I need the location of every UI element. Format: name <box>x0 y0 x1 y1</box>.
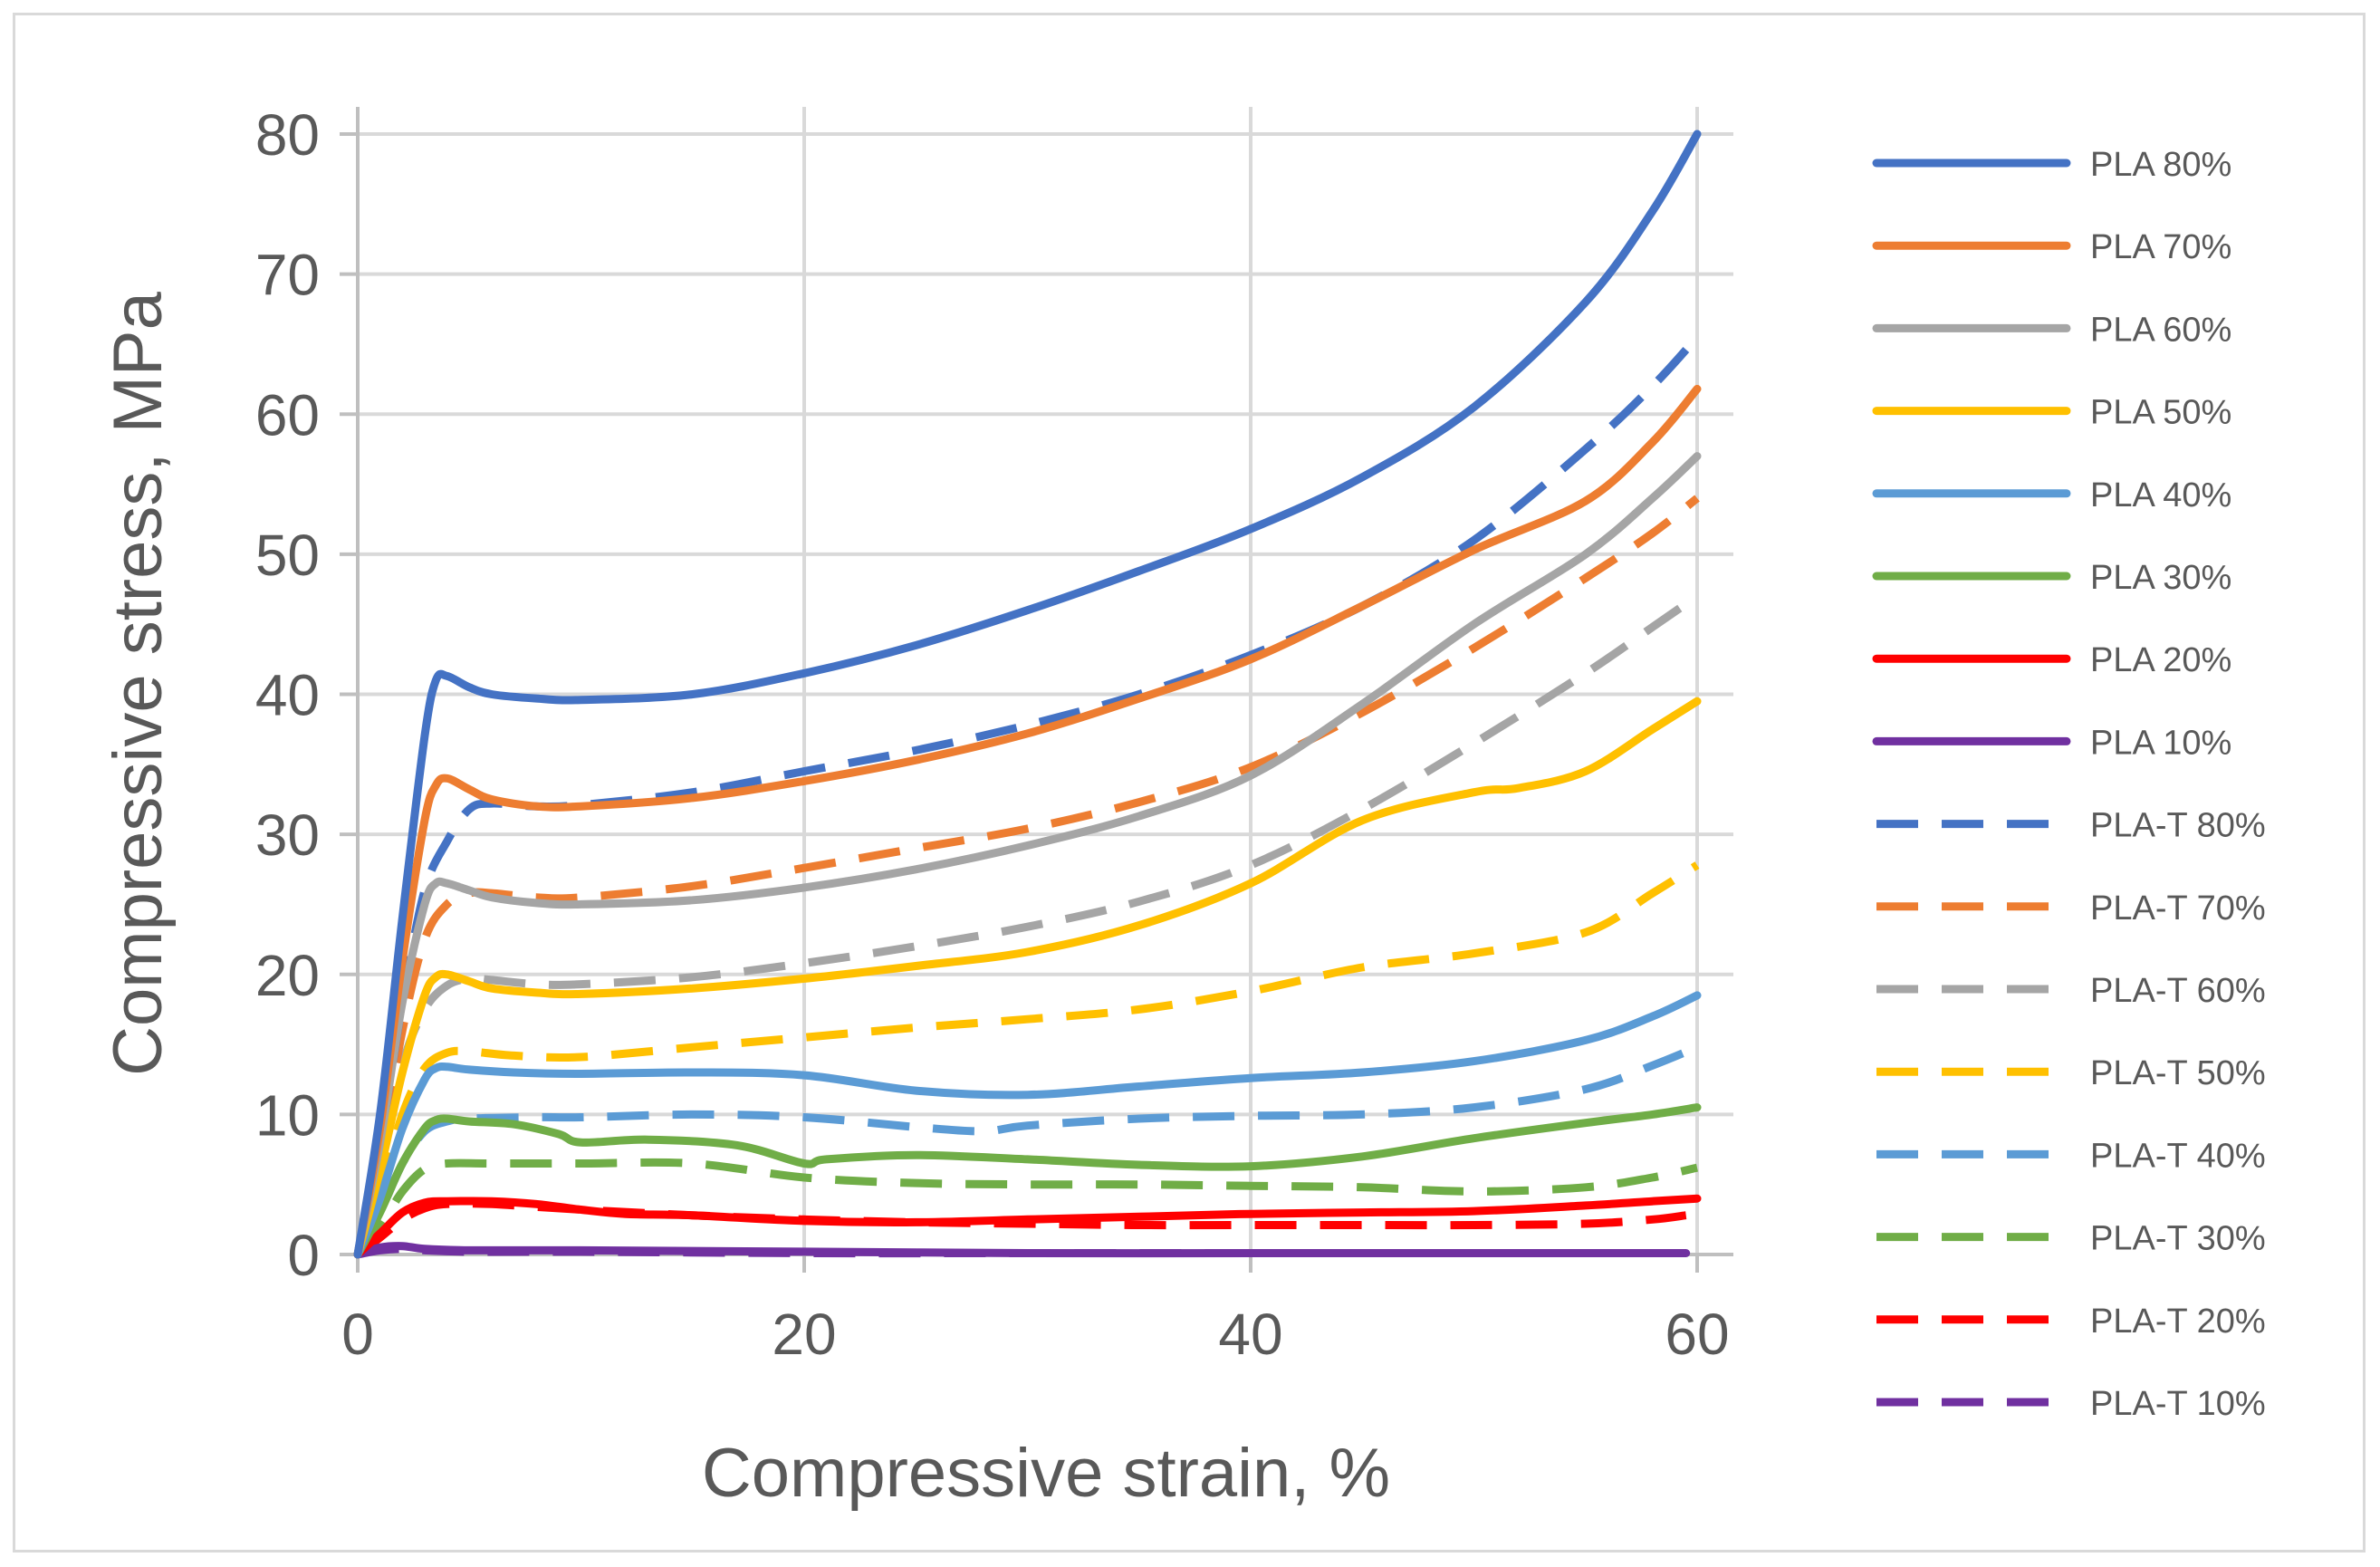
legend-label: PLA-T 30% <box>2090 1220 2266 1258</box>
series-line-pla-70 <box>353 384 1702 1259</box>
y-tick-label: 20 <box>255 943 320 1008</box>
series-line-pla-10 <box>353 1242 1691 1259</box>
x-tick-label: 40 <box>1218 1302 1282 1367</box>
series-line-pla-30 <box>353 1103 1702 1259</box>
tick-labels: 0 10 20 30 40 50 60 70 80 0 20 40 60 <box>255 102 1730 1367</box>
legend-item-pla-t-40: PLA-T 40% <box>1876 1137 2266 1175</box>
legend-label: PLA-T 10% <box>2090 1385 2266 1423</box>
legend-label: PLA-T 40% <box>2090 1137 2266 1175</box>
legend-label: PLA 40% <box>2090 476 2231 514</box>
y-tick-label: 30 <box>255 803 320 868</box>
legend-item-pla-30: PLA 30% <box>1872 559 2231 597</box>
legend-item-pla-t-20: PLA-T 20% <box>1876 1303 2266 1341</box>
x-tick-label: 60 <box>1665 1302 1729 1367</box>
legend-item-pla-t-30: PLA-T 30% <box>1876 1220 2266 1258</box>
gridlines <box>358 107 1733 1255</box>
series-group <box>353 130 1702 1259</box>
legend-label: PLA 60% <box>2090 311 2231 349</box>
x-tick-label: 20 <box>772 1302 836 1367</box>
legend-item-pla-t-60: PLA-T 60% <box>1876 972 2266 1010</box>
legend-label: PLA 80% <box>2090 146 2231 184</box>
series-line-pla-t-30 <box>354 1158 1698 1257</box>
legend-label: PLA-T 70% <box>2090 889 2266 928</box>
legend-item-pla-20: PLA 20% <box>1872 641 2231 679</box>
legend-item-pla-40: PLA 40% <box>1872 476 2231 514</box>
y-axis-title: Compressive stress, MPa <box>100 291 177 1075</box>
y-tick-label: 70 <box>255 243 320 308</box>
y-tick-label: 40 <box>255 663 320 728</box>
legend-label: PLA 10% <box>2090 724 2231 762</box>
legend-item-pla-10: PLA 10% <box>1872 724 2231 762</box>
legend-label: PLA 20% <box>2090 641 2231 679</box>
legend-label: PLA 70% <box>2090 228 2231 266</box>
series-line-pla-60 <box>353 452 1702 1259</box>
x-tick-label: 0 <box>341 1302 374 1367</box>
y-tick-label: 0 <box>287 1223 320 1288</box>
series-line-pla-40 <box>353 991 1702 1259</box>
series-line-pla-t-60 <box>353 592 1700 1256</box>
legend-label: PLA-T 20% <box>2090 1303 2266 1341</box>
series-line-pla-t-20 <box>355 1199 1687 1258</box>
legend-item-pla-80: PLA 80% <box>1872 146 2231 184</box>
series-line-pla-80 <box>353 130 1702 1259</box>
legend-item-pla-t-50: PLA-T 50% <box>1876 1054 2266 1092</box>
legend-item-pla-50: PLA 50% <box>1872 394 2231 432</box>
legend-label: PLA 30% <box>2090 559 2231 597</box>
series-line-pla-t-70 <box>353 495 1700 1255</box>
series-line-pla-50 <box>353 697 1702 1259</box>
legend-item-pla-t-10: PLA-T 10% <box>1876 1385 2266 1423</box>
legend-label: PLA-T 60% <box>2090 972 2266 1010</box>
legend-item-pla-t-80: PLA-T 80% <box>1876 807 2266 845</box>
chart-frame <box>13 13 2366 1553</box>
legend-label: PLA-T 80% <box>2090 807 2266 845</box>
series-line-pla-20 <box>353 1194 1702 1259</box>
y-tick-label: 50 <box>255 523 320 588</box>
y-tick-label: 80 <box>255 102 320 168</box>
series-line-pla-t-50 <box>353 861 1700 1256</box>
legend-label: PLA 50% <box>2090 394 2231 432</box>
legend-label: PLA-T 50% <box>2090 1054 2266 1092</box>
y-tick-label: 10 <box>255 1082 320 1148</box>
x-axis-title: Compressive strain, % <box>702 1435 1390 1512</box>
y-tick-label: 60 <box>255 382 320 447</box>
legend-item-pla-t-70: PLA-T 70% <box>1876 889 2266 928</box>
legend: PLA 80% PLA 70% PLA 60% PLA 50% PLA 40% PLA 3… <box>1872 146 2266 1423</box>
legend-item-pla-70: PLA 70% <box>1872 228 2231 266</box>
legend-item-pla-60: PLA 60% <box>1872 311 2231 349</box>
